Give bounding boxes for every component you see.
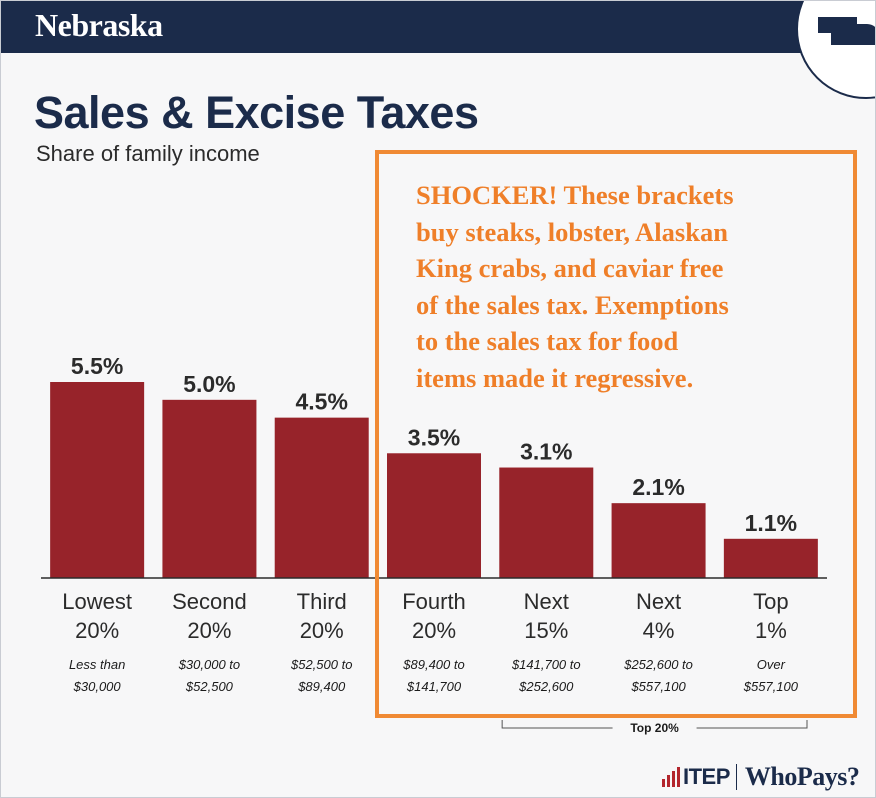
bar-value-label: 4.5% [295,389,347,415]
category-share-label: 20% [187,618,231,643]
bar [162,399,257,578]
header-banner: Nebraska [1,1,875,53]
category-share-label: 15% [524,618,568,643]
bar-value-label: 3.5% [408,424,460,450]
category-label: Lowest [62,589,132,614]
bar-value-label: 5.5% [71,353,123,379]
income-range-label: $52,500 to [290,657,352,672]
category-share-label: 1% [755,618,787,643]
top-20-bracket [501,720,808,729]
income-range-label: $252,600 to [623,657,693,672]
income-range-label: $141,700 [406,679,462,694]
bar [50,382,145,578]
callout-box [375,150,857,718]
category-share-label: 20% [412,618,456,643]
category-label: Next [524,589,569,614]
income-range-label: $89,400 [297,679,346,694]
bar-value-label: 2.1% [632,474,684,500]
bar [387,453,481,578]
whopays-logo-text: WhoPays? [744,762,860,791]
income-range-label: $557,100 [630,679,686,694]
nebraska-state-icon [818,17,875,45]
callout-text: SHOCKER! These brackets buy steaks, lobs… [416,180,734,393]
bar [723,538,818,578]
itep-logo-text: ITEP [683,764,730,789]
bar [274,417,369,578]
income-range-label: $30,000 to [178,657,240,672]
category-share-label: 20% [75,618,119,643]
income-range-label: Over [757,657,786,672]
category-share-label: 4% [643,618,675,643]
income-range-label: $89,400 to [402,657,464,672]
income-range-label: $52,500 [185,679,234,694]
chart-subtitle: Share of family income [36,141,260,166]
itep-whopays-logo: ITEP WhoPays? [662,761,860,793]
category-label: Second [172,589,247,614]
category-share-label: 20% [300,618,344,643]
bar-value-label: 3.1% [520,439,572,465]
top-20-bracket-label: Top 20% [630,721,679,735]
category-label: Fourth [402,589,466,614]
category-label: Top [753,589,788,614]
income-range-label: $557,100 [743,679,799,694]
chart-title: Sales & Excise Taxes [34,87,479,138]
income-range-label: $30,000 [73,679,122,694]
bar [611,503,706,578]
income-range-label: $141,700 to [511,657,581,672]
bar-value-label: 5.0% [183,371,235,397]
state-name: Nebraska [35,7,163,43]
bar [499,467,594,578]
itep-bars-icon [662,767,680,787]
category-label: Next [636,589,681,614]
income-range-label: Less than [69,657,125,672]
category-label: Third [297,589,347,614]
income-range-label: $252,600 [518,679,574,694]
logo-divider [735,764,737,790]
bar-value-label: 1.1% [745,510,797,536]
